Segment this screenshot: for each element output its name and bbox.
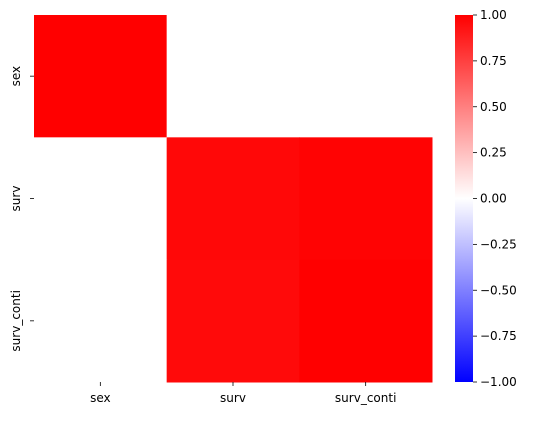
colorbar-tick-label: 0.00 (480, 192, 507, 206)
row-tick-label: sex (9, 66, 23, 87)
heatmap-cell-surv-surv (166, 137, 300, 261)
colorbar-tick-label: 0.25 (480, 146, 507, 160)
column-tick-label: sex (90, 391, 111, 405)
heatmap-cell-surv_conti-surv (166, 259, 300, 383)
row-tick-label: surv_conti (9, 290, 23, 351)
heatmap-cell-surv-surv_conti (299, 137, 433, 261)
colorbar-tick-label: −0.25 (480, 237, 517, 251)
colorbar-tick-label: −1.00 (480, 375, 517, 389)
column-tick-label: surv (220, 391, 246, 405)
row-tick-label: surv (9, 186, 23, 212)
heatmap-cell-sex-surv (166, 15, 300, 138)
heatmap-cell-surv_conti-surv_conti (299, 259, 433, 383)
heatmap-cell-surv-sex (34, 137, 168, 261)
colorbar-tick-label: 0.50 (480, 100, 507, 114)
colorbar-tick-label: −0.50 (480, 283, 517, 297)
heatmap-cell-surv_conti-sex (34, 259, 168, 383)
colorbar-ticks: 1.00 0.75 0.50 0.25 0.00 −0.25 −0.50 −0.75 −1.00 (473, 8, 517, 389)
colorbar-tick-label: 1.00 (480, 8, 507, 22)
column-tick-labels: sex surv surv_conti (90, 382, 396, 405)
colorbar-tick-label: −0.75 (480, 329, 517, 343)
row-tick-labels: sex surv surv_conti (9, 66, 34, 352)
column-tick-label: surv_conti (335, 391, 396, 405)
colorbar-tick-label: 0.75 (480, 54, 507, 68)
heatmap-cell-sex-sex (34, 15, 168, 138)
colorbar (455, 15, 473, 382)
heatmap-cells (34, 15, 433, 383)
heatmap-cell-sex-surv_conti (299, 15, 433, 138)
